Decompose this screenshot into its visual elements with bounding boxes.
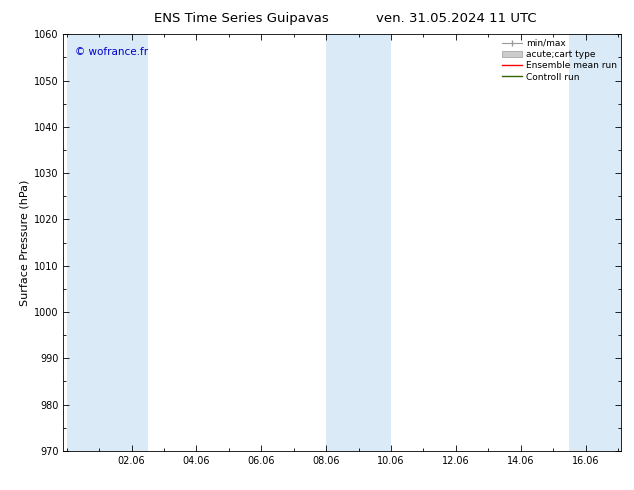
Y-axis label: Surface Pressure (hPa): Surface Pressure (hPa) <box>20 179 30 306</box>
Text: ENS Time Series Guipavas: ENS Time Series Guipavas <box>153 12 328 25</box>
Bar <box>67 34 148 451</box>
Bar <box>326 34 391 451</box>
Text: ven. 31.05.2024 11 UTC: ven. 31.05.2024 11 UTC <box>376 12 537 25</box>
Bar <box>569 34 621 451</box>
Text: © wofrance.fr: © wofrance.fr <box>75 47 148 57</box>
Legend: min/max, acute;cart type, Ensemble mean run, Controll run: min/max, acute;cart type, Ensemble mean … <box>500 37 619 83</box>
